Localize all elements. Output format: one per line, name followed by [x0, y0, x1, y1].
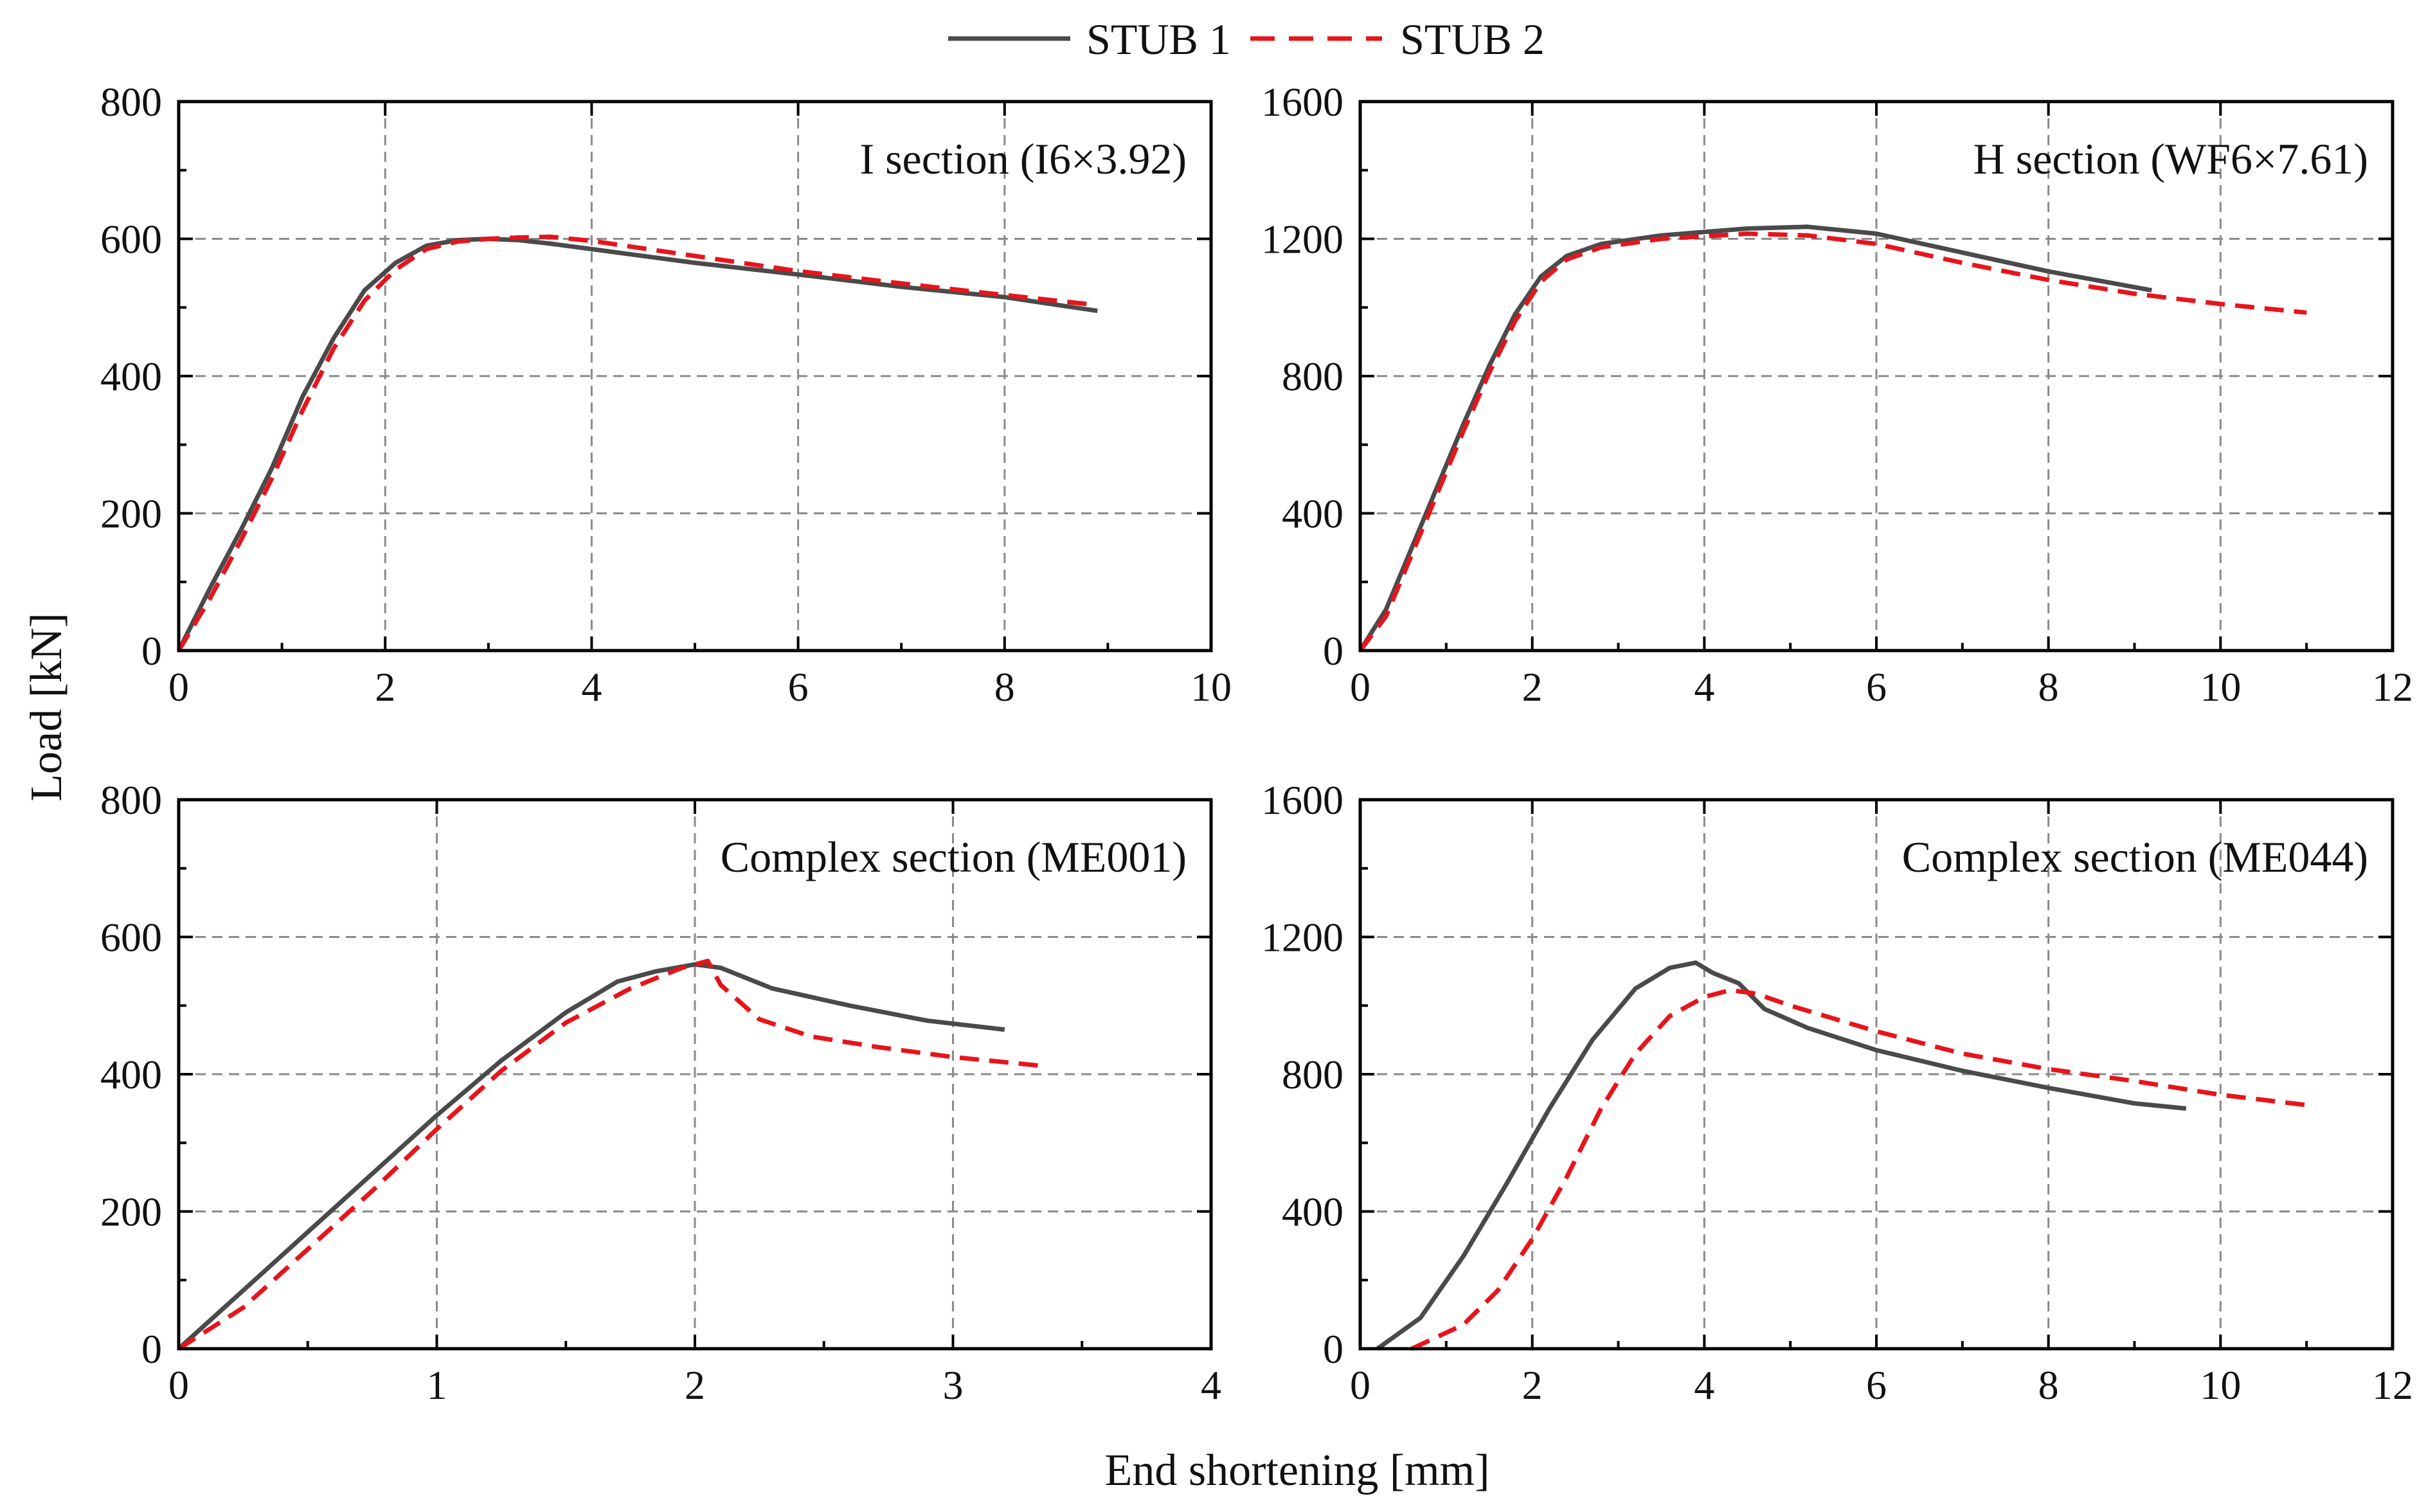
x-tick-label: 2: [1522, 664, 1543, 710]
y-axis-title: Load [kN]: [22, 613, 71, 802]
y-tick-label: 1200: [1261, 915, 1343, 960]
x-tick-label: 8: [2038, 1362, 2059, 1408]
x-tick-label: 4: [581, 664, 602, 710]
y-tick-label: 0: [1323, 1326, 1343, 1372]
y-tick-label: 1600: [1261, 79, 1343, 125]
y-tick-label: 200: [100, 1189, 162, 1235]
y-tick-label: 1200: [1261, 217, 1343, 262]
x-tick-label: 6: [1866, 664, 1887, 710]
legend: STUB 1 STUB 2: [948, 15, 1545, 64]
legend-label-stub-2: STUB 2: [1400, 15, 1545, 64]
panel-title: I section (I6×3.92): [859, 134, 1187, 183]
y-tick-label: 800: [100, 777, 162, 823]
x-tick-label: 8: [994, 664, 1015, 710]
series-line-stub-1: [177, 962, 1005, 1351]
x-tick-label: 12: [2372, 664, 2413, 710]
y-tick-label: 400: [1282, 1189, 1343, 1235]
y-tick-label: 0: [1323, 628, 1343, 674]
x-tick-label: 0: [1350, 1362, 1370, 1408]
x-tick-label: 10: [1191, 664, 1232, 710]
panel-complex-me044: 0 2 4 6 8 10 12 0 400 800 1200 1600 Complex section …: [1261, 777, 2413, 1408]
y-tick-label: 0: [141, 1326, 162, 1372]
y-tick-label: 800: [1282, 354, 1343, 399]
y-tick-label: 400: [100, 1052, 162, 1097]
x-tick-label: 2: [1522, 1362, 1543, 1408]
x-tick-label: 2: [375, 664, 395, 710]
series-line-stub-2: [177, 234, 1088, 652]
series-line-stub-2: [177, 959, 1044, 1351]
y-tick-label: 600: [100, 915, 162, 960]
y-tick-label: 1600: [1261, 777, 1343, 823]
x-tick-label: 0: [168, 664, 189, 710]
panel-title: Complex section (ME001): [721, 833, 1187, 881]
y-tick-label: 400: [1282, 491, 1343, 537]
x-tick-label: 4: [1201, 1362, 1221, 1408]
x-tick-label: 0: [1350, 664, 1370, 710]
x-tick-label: 6: [1866, 1362, 1887, 1408]
x-tick-label: 2: [685, 1362, 705, 1408]
x-axis-title: End shortening [mm]: [1105, 1446, 1490, 1495]
x-tick-label: 12: [2372, 1362, 2413, 1408]
y-tick-label: 200: [100, 491, 162, 537]
y-tick-label: 800: [1282, 1052, 1343, 1097]
x-tick-label: 10: [2200, 1362, 2241, 1408]
x-tick-label: 0: [168, 1362, 189, 1408]
panel-i-section: 0 2 4 6 8 10 0 200 400 600 800 I section (I6×3.92): [100, 79, 1232, 710]
panel-complex-me001: 0 1 2 3 4 0 200 400 600 800 Complex section (ME001…: [100, 777, 1221, 1408]
series-line-stub-1: [1358, 224, 2152, 652]
legend-label-stub-1: STUB 1: [1086, 15, 1231, 64]
x-tick-label: 10: [2200, 664, 2241, 710]
series-line-stub-1: [176, 237, 1098, 652]
x-tick-label: 1: [427, 1362, 447, 1408]
panel-title: H section (WF6×7.61): [1973, 134, 2368, 183]
series-line-stub-2: [1410, 987, 2307, 1351]
y-tick-label: 400: [100, 354, 162, 399]
x-tick-label: 4: [1694, 1362, 1714, 1408]
x-tick-label: 6: [788, 664, 809, 710]
y-tick-label: 0: [141, 628, 162, 674]
y-tick-label: 600: [100, 217, 162, 262]
panel-h-section: 0 2 4 6 8 10 12 0 400 800 1200 1600 H section (WF6×7…: [1261, 79, 2413, 710]
x-tick-label: 8: [2038, 664, 2059, 710]
series-line-stub-1: [1376, 960, 2187, 1351]
x-tick-label: 4: [1694, 664, 1714, 710]
series-line-stub-2: [1358, 231, 2307, 652]
y-tick-label: 800: [100, 79, 162, 125]
panel-title: Complex section (ME044): [1902, 833, 2368, 881]
x-tick-label: 3: [943, 1362, 964, 1408]
